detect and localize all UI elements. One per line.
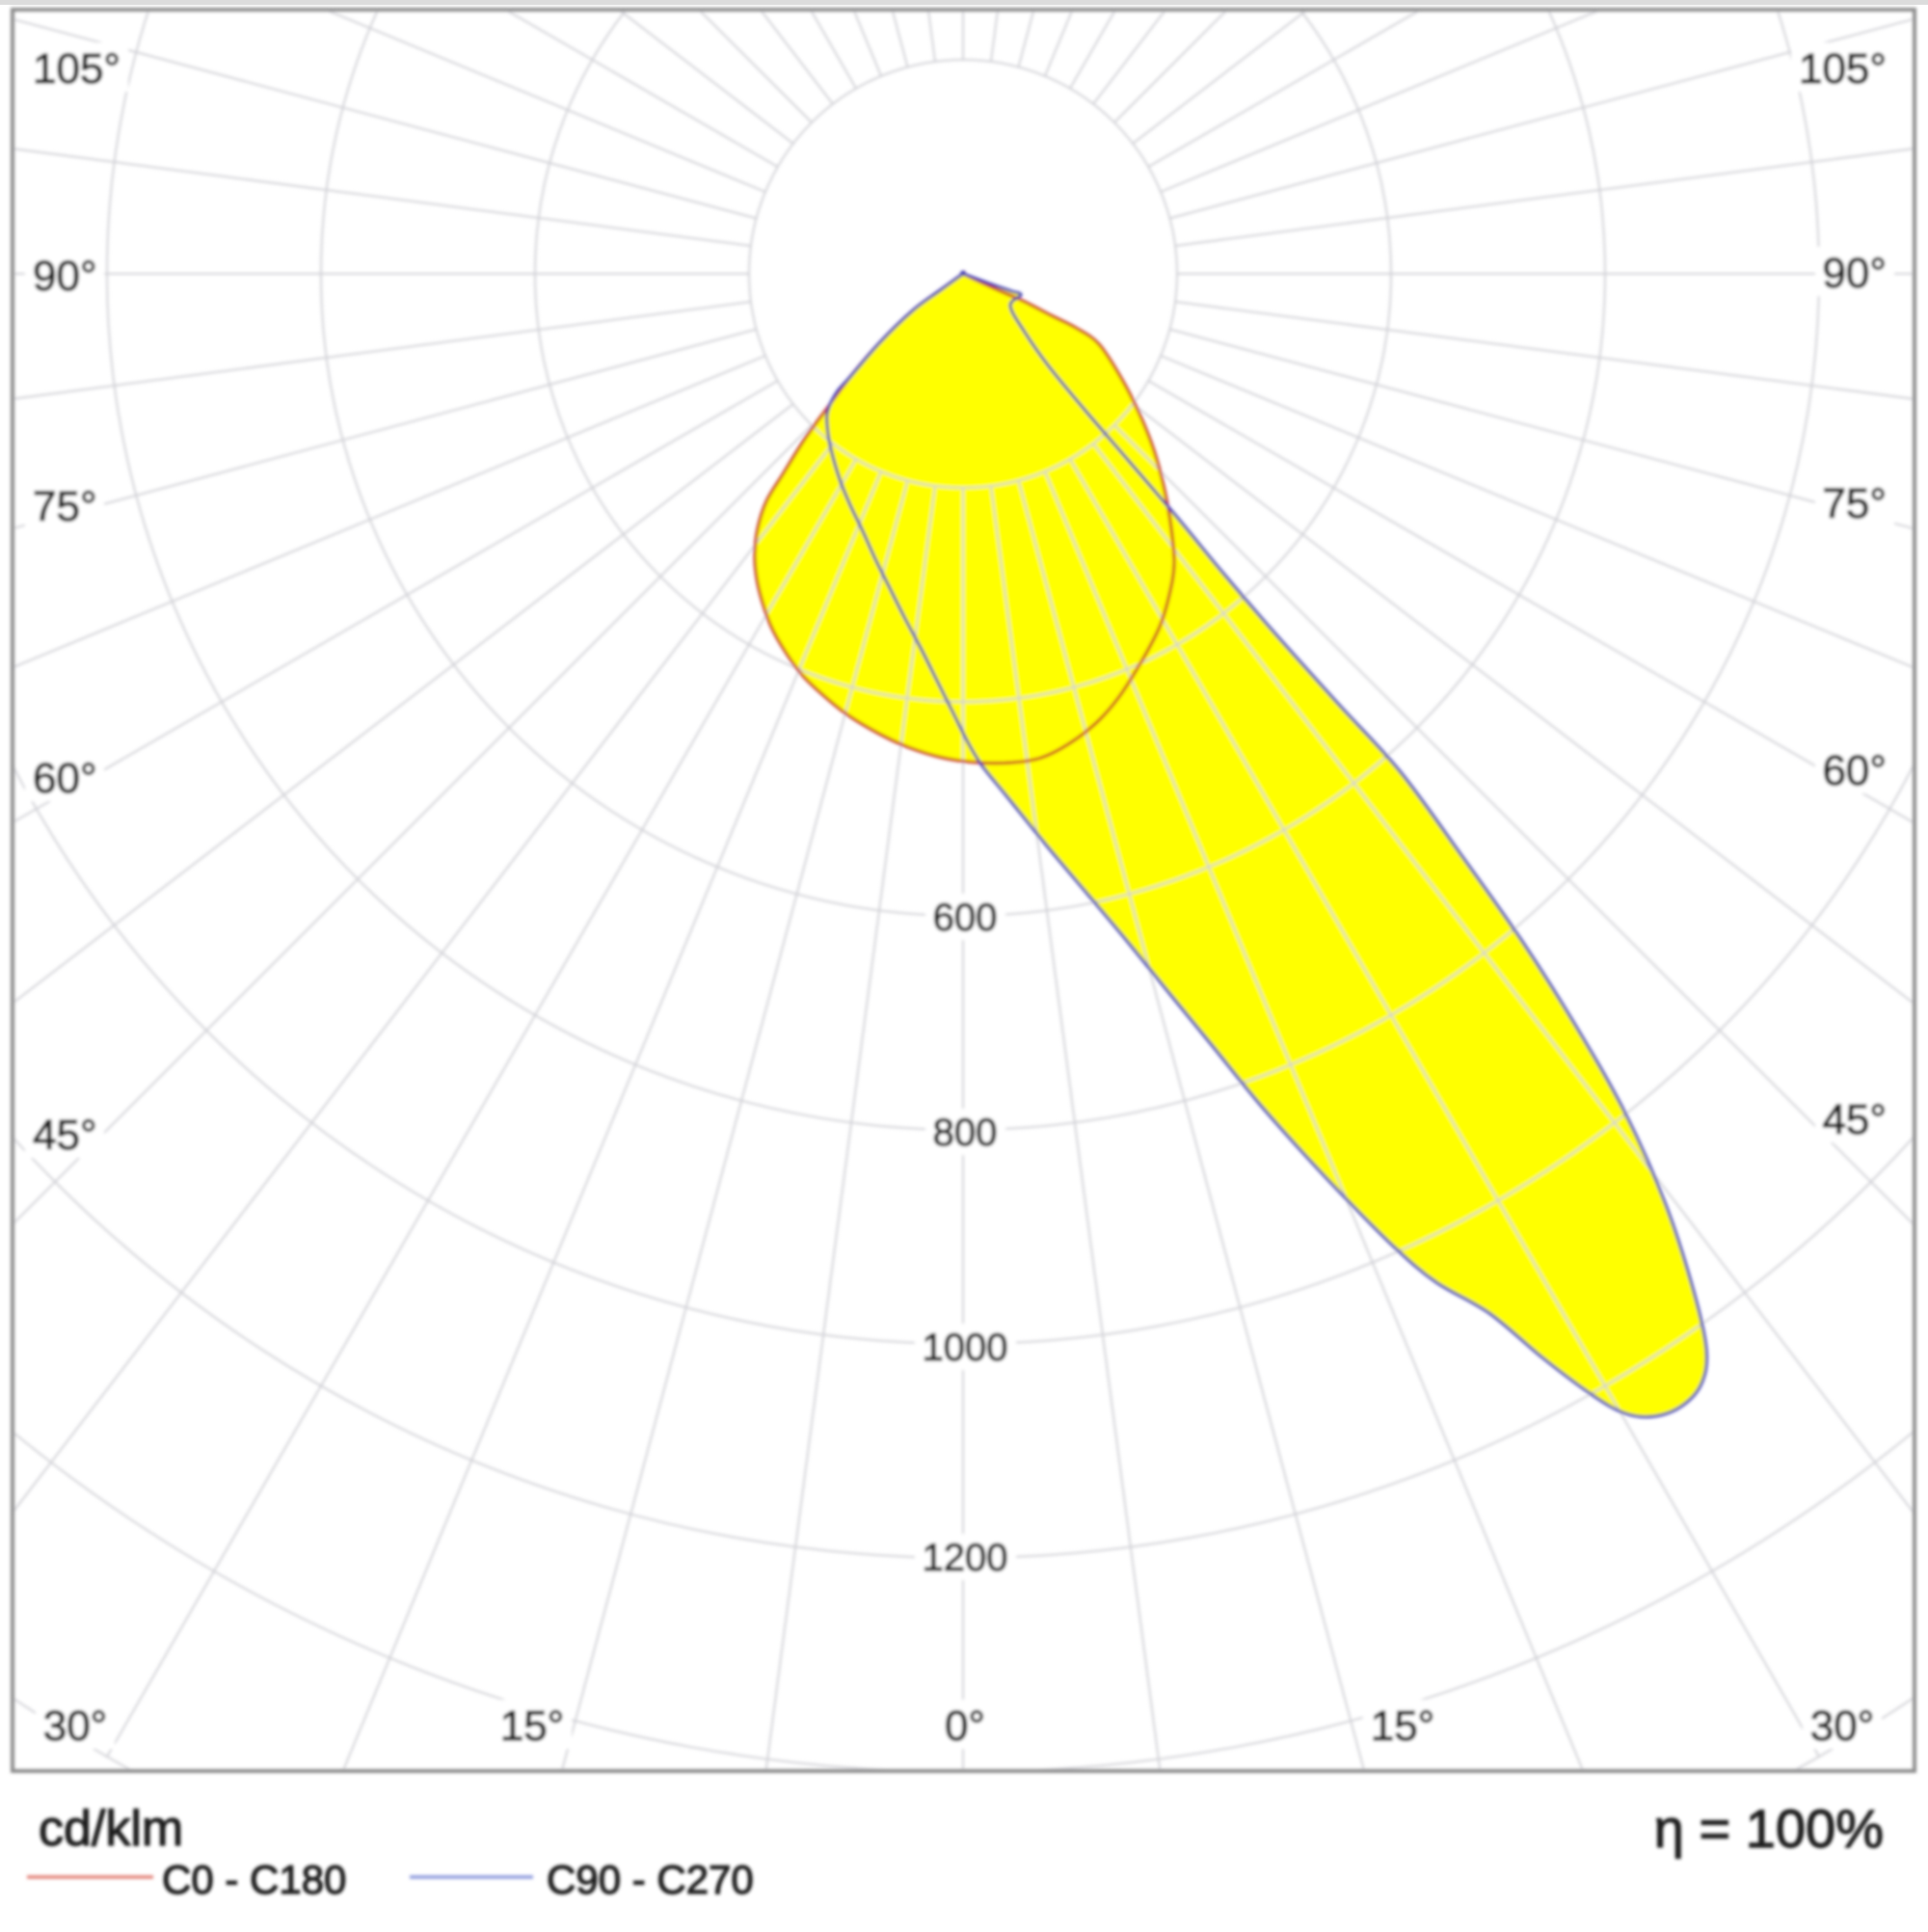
svg-text:600: 600 bbox=[933, 897, 998, 939]
svg-text:0°: 0° bbox=[945, 1703, 985, 1750]
svg-text:105°: 105° bbox=[33, 45, 120, 93]
svg-text:75°: 75° bbox=[33, 483, 97, 530]
svg-text:75°: 75° bbox=[1822, 480, 1887, 527]
svg-text:30°: 30° bbox=[1810, 1703, 1875, 1750]
svg-text:1000: 1000 bbox=[923, 1327, 1008, 1369]
svg-text:cd/klm: cd/klm bbox=[39, 1801, 183, 1857]
svg-text:45°: 45° bbox=[1822, 1096, 1887, 1143]
svg-text:90°: 90° bbox=[1822, 250, 1887, 297]
svg-text:1200: 1200 bbox=[923, 1537, 1008, 1579]
svg-text:C90 - C270: C90 - C270 bbox=[547, 1857, 754, 1902]
svg-text:η = 100%: η = 100% bbox=[1654, 1798, 1884, 1859]
svg-text:800: 800 bbox=[933, 1112, 998, 1154]
svg-text:30°: 30° bbox=[43, 1703, 108, 1750]
svg-text:60°: 60° bbox=[33, 755, 97, 802]
svg-text:45°: 45° bbox=[33, 1112, 97, 1159]
svg-text:105°: 105° bbox=[1799, 45, 1887, 93]
svg-text:15°: 15° bbox=[1371, 1703, 1435, 1750]
svg-text:C0 - C180: C0 - C180 bbox=[162, 1857, 346, 1902]
svg-text:15°: 15° bbox=[500, 1703, 565, 1750]
svg-text:60°: 60° bbox=[1822, 747, 1887, 794]
svg-text:90°: 90° bbox=[33, 253, 97, 300]
